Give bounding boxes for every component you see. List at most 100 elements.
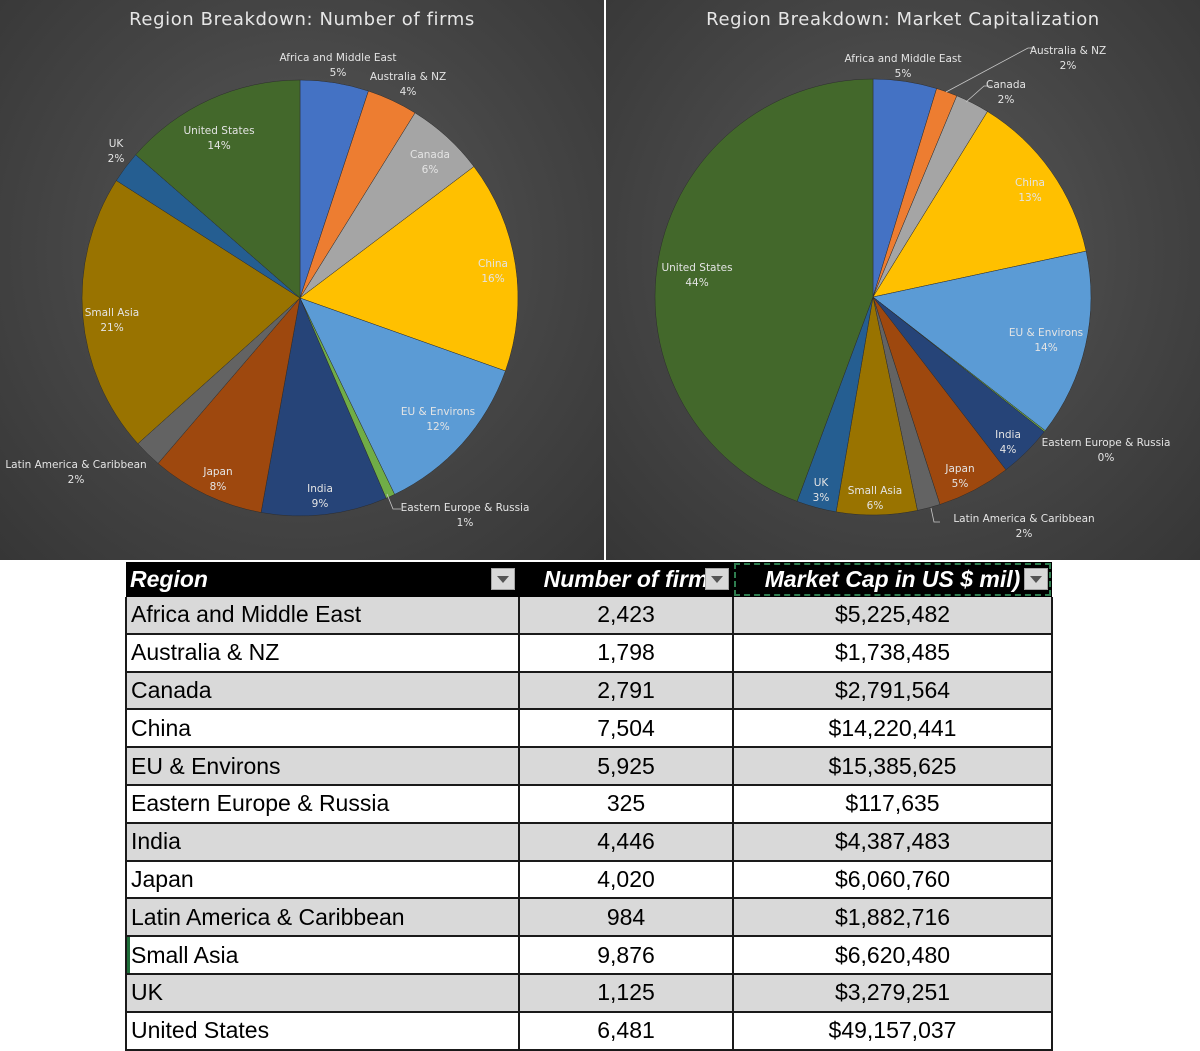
marketcap-chart-panel: Region Breakdown: Market Capitalization … <box>606 0 1200 560</box>
pie-slice-china[interactable] <box>872 111 1087 298</box>
data-label-latin-america-and-caribbean: Latin America & Caribbean 2% <box>5 459 146 486</box>
marketcap-cell[interactable]: $2,791,564 <box>733 671 1053 711</box>
region-cell[interactable]: Eastern Europe & Russia <box>125 784 520 824</box>
data-label-india: India 9% <box>307 483 333 510</box>
data-label-india: India 4% <box>995 429 1021 456</box>
region-cell[interactable]: United States <box>125 1011 520 1051</box>
header-market-cap[interactable]: Market Cap in US $ mil) <box>733 562 1052 597</box>
table-header-row: Region Number of firm Market Cap in US $… <box>126 562 1052 597</box>
firms-cell[interactable]: 4,446 <box>519 822 734 862</box>
marketcap-pie-chart: Africa and Middle East 5% Australia & NZ 2%… <box>654 45 1171 540</box>
header-number-of-firms-label: Number of firm <box>543 566 709 592</box>
data-label-africa-and-middle-east: Africa and Middle East 5% <box>279 52 396 79</box>
data-label-canada: Canada 6% <box>410 149 450 176</box>
header-market-cap-label: Market Cap in US $ mil) <box>764 566 1021 592</box>
data-label-eu-and-environs: EU & Environs 14% <box>1009 327 1083 354</box>
data-label-australia-and-nz: Australia & NZ 4% <box>370 71 446 98</box>
marketcap-filter-dropdown-icon[interactable] <box>1024 568 1048 590</box>
firms-cell[interactable]: 984 <box>519 898 734 938</box>
data-label-eastern-europe-and-russia: Eastern Europe & Russia 1% <box>401 502 530 529</box>
marketcap-cell[interactable]: $15,385,625 <box>733 747 1053 786</box>
marketcap-cell[interactable]: $1,738,485 <box>733 633 1053 673</box>
table-row[interactable]: Latin America & Caribbean 984 $1,882,716 <box>125 898 1053 938</box>
region-table: Region Number of firm Market Cap in US $… <box>125 562 1053 1051</box>
firms-cell[interactable]: 325 <box>519 784 734 824</box>
firms-cell[interactable]: 5,925 <box>519 747 734 786</box>
region-cell[interactable]: UK <box>125 973 520 1013</box>
firms-cell[interactable]: 7,504 <box>519 709 734 749</box>
data-label-uk: UK 3% <box>813 477 830 504</box>
table-row[interactable]: Australia & NZ 1,798 $1,738,485 <box>125 633 1053 673</box>
data-label-uk: UK 2% <box>108 138 125 165</box>
marketcap-cell[interactable]: $6,620,480 <box>733 936 1053 975</box>
pie-slice-small-asia[interactable] <box>81 180 301 445</box>
data-label-eastern-europe-and-russia: Eastern Europe & Russia 0% <box>1042 437 1171 464</box>
data-label-china: China 16% <box>478 258 508 285</box>
marketcap-chart-title: Region Breakdown: Market Capitalization <box>706 9 1100 30</box>
data-label-canada: Canada 2% <box>986 79 1026 106</box>
pie-slice-india[interactable] <box>260 297 387 517</box>
data-label-united-states: United States 44% <box>661 262 732 289</box>
firms-cell[interactable]: 1,798 <box>519 633 734 673</box>
data-label-united-states: United States 14% <box>183 125 254 152</box>
region-filter-dropdown-icon[interactable] <box>491 568 515 590</box>
table-row[interactable]: China 7,504 $14,220,441 <box>125 709 1053 749</box>
region-cell[interactable]: Latin America & Caribbean <box>125 898 520 938</box>
leader-line-latin-america-and-caribbean <box>930 507 940 523</box>
header-number-of-firms[interactable]: Number of firm <box>519 562 733 597</box>
region-cell[interactable]: India <box>125 822 520 862</box>
region-cell[interactable]: China <box>125 709 520 749</box>
firms-cell[interactable]: 4,020 <box>519 860 734 900</box>
marketcap-cell[interactable]: $14,220,441 <box>733 709 1053 749</box>
firms-cell[interactable]: 6,481 <box>519 1011 734 1051</box>
header-region[interactable]: Region <box>126 562 519 597</box>
firms-cell[interactable]: 1,125 <box>519 973 734 1013</box>
firms-chart-title: Region Breakdown: Number of firms <box>129 9 475 30</box>
table-row[interactable]: United States 6,481 $49,157,037 <box>125 1011 1053 1051</box>
table-row[interactable]: Canada 2,791 $2,791,564 <box>125 671 1053 711</box>
marketcap-cell[interactable]: $3,279,251 <box>733 973 1053 1013</box>
marketcap-cell[interactable]: $5,225,482 <box>733 597 1053 635</box>
region-cell[interactable]: Australia & NZ <box>125 633 520 673</box>
marketcap-cell[interactable]: $6,060,760 <box>733 860 1053 900</box>
marketcap-cell[interactable]: $117,635 <box>733 784 1053 824</box>
pie-slice-china[interactable] <box>299 166 519 372</box>
pie-slice-japan[interactable] <box>157 297 301 513</box>
pie-slice-united-states[interactable] <box>654 78 874 502</box>
table-row[interactable]: Small Asia 9,876 $6,620,480 <box>125 936 1053 975</box>
leader-line-australia-and-nz <box>945 47 1034 93</box>
table-row[interactable]: UK 1,125 $3,279,251 <box>125 973 1053 1013</box>
data-label-small-asia: Small Asia 6% <box>848 485 903 512</box>
data-label-small-asia: Small Asia 21% <box>85 307 140 334</box>
region-cell[interactable]: Japan <box>125 860 520 900</box>
table-row[interactable]: Japan 4,020 $6,060,760 <box>125 860 1053 900</box>
table-row[interactable]: Africa and Middle East 2,423 $5,225,482 <box>125 597 1053 635</box>
region-cell[interactable]: Canada <box>125 671 520 711</box>
marketcap-cell[interactable]: $1,882,716 <box>733 898 1053 938</box>
marketcap-cell[interactable]: $49,157,037 <box>733 1011 1053 1051</box>
firms-cell[interactable]: 2,791 <box>519 671 734 711</box>
data-label-japan: Japan 5% <box>944 463 974 490</box>
region-cell[interactable]: Africa and Middle East <box>125 597 520 635</box>
firms-filter-dropdown-icon[interactable] <box>705 568 729 590</box>
region-cell[interactable]: Small Asia <box>125 936 520 975</box>
pie-slice-united-states[interactable] <box>135 79 301 299</box>
header-region-label: Region <box>130 566 208 592</box>
data-label-latin-america-and-caribbean: Latin America & Caribbean 2% <box>953 513 1094 540</box>
data-label-australia-and-nz: Australia & NZ 2% <box>1030 45 1106 72</box>
pie-slice-eu-and-environs[interactable] <box>299 297 506 495</box>
pie-slice-eu-and-environs[interactable] <box>872 250 1092 432</box>
table-row[interactable]: Eastern Europe & Russia 325 $117,635 <box>125 784 1053 824</box>
table-row[interactable]: India 4,446 $4,387,483 <box>125 822 1053 862</box>
region-cell[interactable]: EU & Environs <box>125 747 520 786</box>
firms-cell[interactable]: 9,876 <box>519 936 734 975</box>
leader-line-eastern-europe-and-russia <box>386 493 401 510</box>
data-label-eu-and-environs: EU & Environs 12% <box>401 406 475 433</box>
data-label-japan: Japan 8% <box>202 466 232 493</box>
marketcap-cell[interactable]: $4,387,483 <box>733 822 1053 862</box>
firms-cell[interactable]: 2,423 <box>519 597 734 635</box>
leader-line-canada <box>965 85 992 103</box>
data-label-africa-and-middle-east: Africa and Middle East 5% <box>844 53 961 80</box>
table-row[interactable]: EU & Environs 5,925 $15,385,625 <box>125 747 1053 786</box>
data-label-china: China 13% <box>1015 177 1045 204</box>
